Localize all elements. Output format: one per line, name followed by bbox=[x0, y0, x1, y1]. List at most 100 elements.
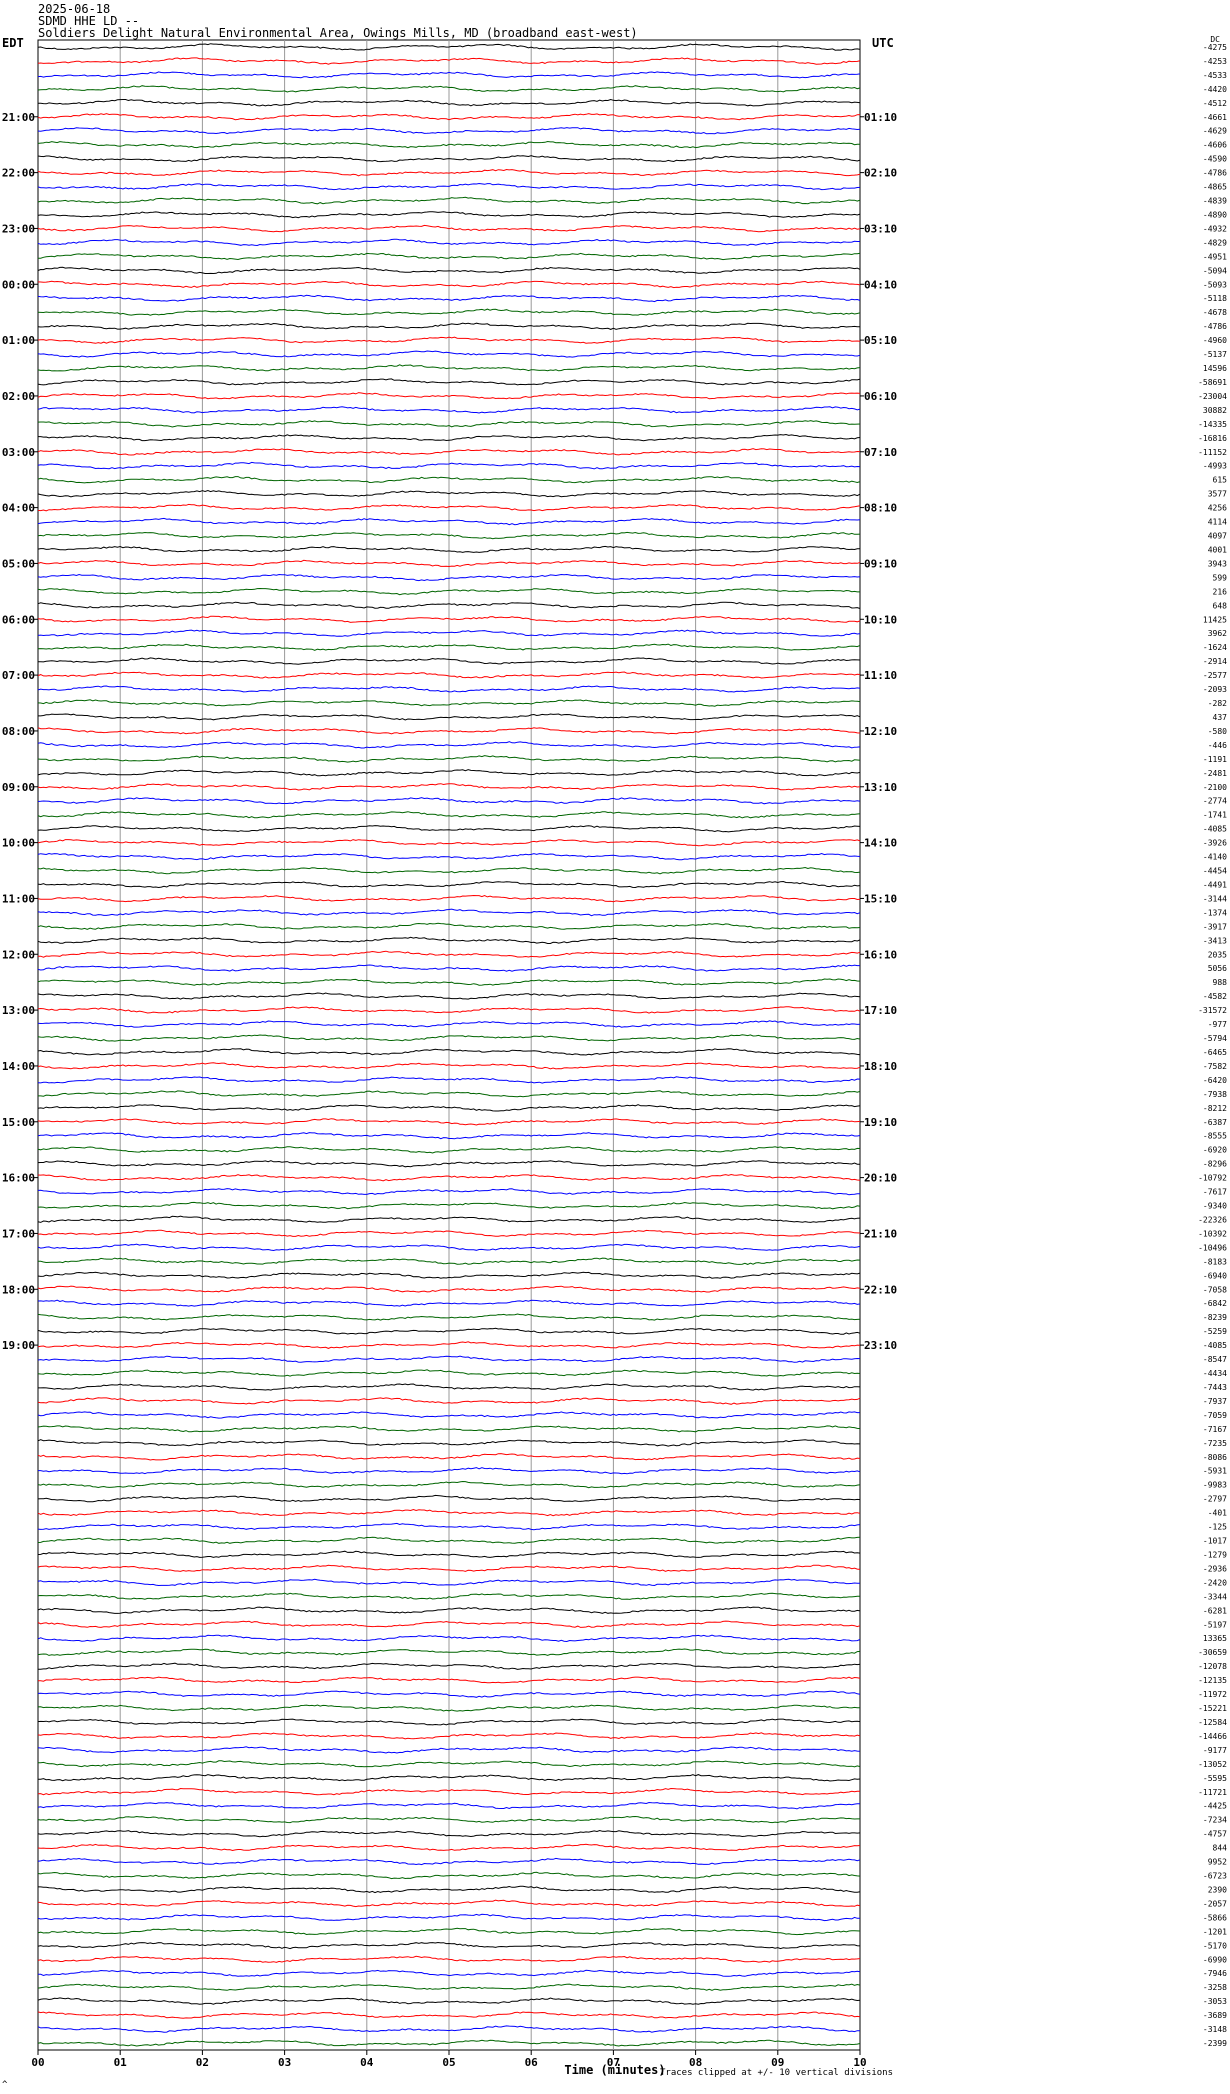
trace-offset-label: -4960 bbox=[1203, 336, 1227, 345]
seismic-trace bbox=[37, 196, 861, 205]
seismic-trace bbox=[37, 1578, 861, 1587]
trace-offset-label: 3962 bbox=[1208, 629, 1227, 638]
seismic-trace bbox=[37, 1215, 861, 1223]
seismic-trace bbox=[37, 1927, 861, 1936]
hour-label-right: 15:10 bbox=[864, 892, 897, 905]
seismic-trace bbox=[37, 1453, 861, 1461]
trace-offset-label: -2399 bbox=[1203, 2039, 1227, 2048]
seismic-trace bbox=[37, 461, 861, 470]
x-tick-label: 01 bbox=[114, 2056, 128, 2069]
trace-offset-label: -4582 bbox=[1203, 992, 1227, 1001]
trace-offset-label: -5794 bbox=[1203, 1034, 1227, 1043]
trace-offset-label: -4590 bbox=[1203, 155, 1227, 164]
seismic-trace bbox=[37, 140, 861, 149]
seismic-trace bbox=[37, 908, 861, 917]
seismic-trace bbox=[37, 1997, 861, 2005]
trace-offset-label: -3053 bbox=[1203, 1997, 1227, 2006]
trace-offset-label: -2420 bbox=[1203, 1578, 1227, 1587]
seismic-trace bbox=[37, 629, 861, 637]
hour-label-right: 05:10 bbox=[864, 334, 897, 347]
seismic-trace bbox=[37, 1034, 861, 1042]
trace-offset-label: 437 bbox=[1213, 713, 1228, 722]
seismic-trace bbox=[37, 127, 861, 135]
seismic-trace bbox=[37, 43, 861, 51]
seismic-trace bbox=[37, 266, 861, 275]
trace-offset-label: -2797 bbox=[1203, 1495, 1227, 1504]
trace-offset-label: -6940 bbox=[1203, 1271, 1227, 1280]
hour-label-left: 19:00 bbox=[2, 1339, 35, 1352]
seismic-trace bbox=[37, 392, 861, 400]
hour-label-left: 17:00 bbox=[2, 1227, 35, 1240]
seismic-trace bbox=[37, 1397, 861, 1405]
seismic-trace bbox=[37, 211, 861, 219]
seismic-trace bbox=[37, 238, 860, 247]
seismic-trace bbox=[37, 1285, 861, 1293]
hour-label-right: 01:10 bbox=[864, 111, 897, 124]
seismic-trace bbox=[37, 113, 861, 121]
seismic-trace bbox=[38, 433, 861, 442]
trace-offset-label: -4140 bbox=[1203, 853, 1227, 862]
trace-offset-label: -7938 bbox=[1203, 1090, 1227, 1099]
trace-offset-label: -5866 bbox=[1203, 1913, 1227, 1922]
trace-offset-label: -4491 bbox=[1203, 880, 1227, 889]
seismic-trace bbox=[37, 1355, 861, 1363]
location-label: Soldiers Delight Natural Environmental A… bbox=[38, 26, 638, 40]
trace-offset-label: -4512 bbox=[1203, 99, 1227, 108]
seismic-trace bbox=[37, 741, 861, 749]
seismic-trace bbox=[37, 1606, 861, 1614]
timezone-utc-label: UTC bbox=[872, 36, 894, 50]
seismic-trace bbox=[37, 1508, 861, 1517]
trace-offset-label: -3413 bbox=[1203, 936, 1227, 945]
clip-footnote: Traces clipped at +/- 10 vertical divisi… bbox=[660, 2068, 893, 2078]
trace-offset-label: -4829 bbox=[1203, 238, 1227, 247]
hour-label-left: 05:00 bbox=[2, 557, 35, 570]
seismic-trace bbox=[37, 1327, 861, 1335]
trace-offset-label: -4606 bbox=[1203, 141, 1227, 150]
hour-label-right: 16:10 bbox=[864, 948, 897, 961]
trace-offset-label: -12584 bbox=[1198, 1718, 1227, 1727]
trace-offset-label: -4757 bbox=[1203, 1830, 1227, 1839]
hour-label-left: 07:00 bbox=[2, 669, 35, 682]
trace-offset-label: -4253 bbox=[1203, 57, 1227, 66]
trace-offset-label: -8555 bbox=[1203, 1132, 1227, 1141]
trace-offset-label: -3689 bbox=[1203, 2011, 1227, 2020]
seismic-trace bbox=[38, 1467, 861, 1475]
seismic-trace bbox=[37, 1132, 861, 1140]
hour-label-right: 09:10 bbox=[864, 557, 897, 570]
seismic-trace bbox=[38, 1774, 861, 1782]
trace-offset-label: 2390 bbox=[1208, 1885, 1227, 1894]
trace-offset-label: -4085 bbox=[1203, 825, 1227, 834]
hour-label-right: 13:10 bbox=[864, 781, 897, 794]
seismic-trace bbox=[37, 1229, 861, 1237]
trace-offset-label: -11721 bbox=[1198, 1788, 1227, 1797]
trace-offset-label: -11972 bbox=[1198, 1690, 1227, 1699]
trace-offset-label: -6387 bbox=[1203, 1118, 1227, 1127]
hour-label-right: 04:10 bbox=[864, 278, 897, 291]
trace-offset-label: -5094 bbox=[1203, 266, 1227, 275]
hour-label-right: 17:10 bbox=[864, 1004, 897, 1017]
trace-offset-label: -282 bbox=[1208, 699, 1227, 708]
trace-offset-label: -9177 bbox=[1203, 1746, 1227, 1755]
seismic-trace bbox=[37, 783, 861, 791]
seismic-trace bbox=[37, 1690, 861, 1698]
trace-offset-label: -4865 bbox=[1203, 183, 1227, 192]
seismic-trace bbox=[37, 57, 861, 65]
trace-offset-label: -5170 bbox=[1203, 1941, 1227, 1950]
seismic-trace bbox=[37, 1969, 861, 1977]
trace-offset-label: -4454 bbox=[1203, 867, 1227, 876]
seismic-trace bbox=[37, 1188, 861, 1196]
seismic-trace bbox=[37, 1829, 861, 1838]
seismic-trace bbox=[37, 280, 861, 289]
seismic-trace bbox=[37, 615, 861, 623]
seismic-trace bbox=[37, 420, 861, 428]
trace-offset-label: -58691 bbox=[1198, 378, 1227, 387]
trace-offset-label: -1201 bbox=[1203, 1927, 1227, 1936]
seismic-trace bbox=[37, 936, 861, 944]
seismic-trace bbox=[38, 1676, 861, 1684]
hour-label-right: 07:10 bbox=[864, 446, 897, 459]
trace-offset-label: -580 bbox=[1208, 727, 1227, 736]
trace-offset-label: -5595 bbox=[1203, 1774, 1227, 1783]
hour-label-left: 10:00 bbox=[2, 837, 35, 850]
seismic-trace bbox=[37, 1411, 860, 1419]
trace-offset-label: -14335 bbox=[1198, 420, 1227, 429]
